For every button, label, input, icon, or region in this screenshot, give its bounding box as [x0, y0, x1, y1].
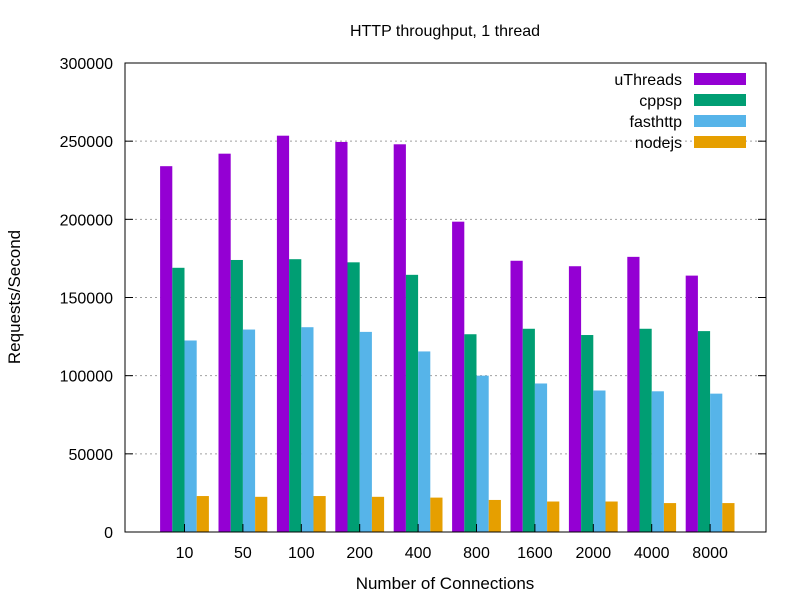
bar-fasthttp-200 — [359, 331, 372, 532]
bar-nodejs-1600 — [547, 501, 560, 532]
bar-cppsp-400 — [405, 274, 419, 532]
bar-cppsp-1600 — [522, 328, 535, 532]
x-tick-label: 1600 — [517, 545, 553, 562]
bar-cppsp-2000 — [581, 335, 594, 532]
bar-uThreads-8000 — [685, 275, 698, 532]
bar-fasthttp-1600 — [534, 383, 548, 532]
bar-nodejs-200 — [371, 496, 385, 532]
y-tick-label: 50000 — [69, 447, 114, 464]
bar-uThreads-10 — [160, 166, 173, 532]
bar-uThreads-2000 — [568, 266, 582, 532]
x-tick-label: 8000 — [692, 545, 728, 562]
legend-label-nodejs: nodejs — [635, 135, 682, 152]
chart-title: HTTP throughput, 1 thread — [350, 23, 540, 40]
bar-nodejs-2000 — [605, 501, 618, 532]
x-tick-label: 400 — [405, 545, 432, 562]
bar-uThreads-4000 — [627, 256, 640, 532]
legend-swatch-fasthttp — [694, 115, 746, 127]
x-tick-label: 2000 — [576, 545, 612, 562]
y-tick-label: 300000 — [60, 56, 113, 73]
bar-nodejs-10 — [196, 496, 209, 532]
y-tick-label: 200000 — [60, 212, 113, 229]
x-tick-label: 100 — [288, 545, 315, 562]
y-tick-label: 100000 — [60, 369, 113, 386]
bar-nodejs-100 — [313, 496, 326, 532]
x-tick-label: 4000 — [634, 545, 670, 562]
legend: uThreads cppsp fasthttp nodejs — [614, 72, 746, 152]
bar-uThreads-200 — [335, 141, 348, 532]
bar-uThreads-50 — [218, 153, 231, 532]
legend-label-uThreads: uThreads — [614, 72, 682, 89]
y-tick-label: 250000 — [60, 134, 113, 151]
bar-uThreads-800 — [452, 221, 465, 532]
bar-nodejs-50 — [255, 496, 268, 532]
bar-cppsp-800 — [464, 334, 477, 532]
legend-swatch-cppsp — [694, 94, 746, 106]
bar-nodejs-4000 — [663, 503, 677, 532]
legend-swatch-uThreads — [694, 73, 746, 85]
x-axis-label: Number of Connections — [356, 574, 535, 593]
bar-cppsp-200 — [347, 262, 360, 532]
y-axis-label: Requests/Second — [5, 230, 24, 364]
x-tick-label: 800 — [463, 545, 490, 562]
x-tick-label: 10 — [176, 545, 194, 562]
x-tick-label: 200 — [346, 545, 373, 562]
bar-fasthttp-800 — [476, 375, 489, 532]
bars — [160, 135, 735, 532]
bar-fasthttp-100 — [301, 327, 314, 532]
bar-uThreads-100 — [276, 135, 290, 532]
bar-cppsp-8000 — [697, 331, 711, 532]
bar-nodejs-8000 — [722, 503, 735, 532]
bar-fasthttp-4000 — [651, 391, 664, 532]
ticks: 0 50000 100000 150000 200000 250000 300000 10 50… — [60, 56, 766, 562]
legend-swatch-nodejs — [694, 136, 746, 148]
legend-label-cppsp: cppsp — [639, 93, 682, 110]
bar-cppsp-10 — [172, 267, 185, 532]
bar-fasthttp-400 — [418, 351, 431, 532]
bar-cppsp-4000 — [639, 328, 652, 532]
y-tick-label: 0 — [104, 525, 113, 542]
bar-fasthttp-2000 — [593, 390, 606, 532]
bar-fasthttp-8000 — [710, 393, 723, 532]
bar-cppsp-50 — [230, 259, 243, 532]
y-tick-label: 150000 — [60, 291, 113, 308]
bar-nodejs-400 — [430, 497, 443, 532]
bar-nodejs-800 — [488, 499, 501, 532]
x-tick-label: 50 — [234, 545, 252, 562]
bar-uThreads-1600 — [510, 260, 523, 532]
bar-fasthttp-10 — [184, 340, 197, 532]
bar-cppsp-100 — [289, 259, 302, 532]
legend-label-fasthttp: fasthttp — [630, 114, 683, 131]
bar-uThreads-400 — [393, 144, 406, 532]
bar-fasthttp-50 — [242, 329, 256, 532]
